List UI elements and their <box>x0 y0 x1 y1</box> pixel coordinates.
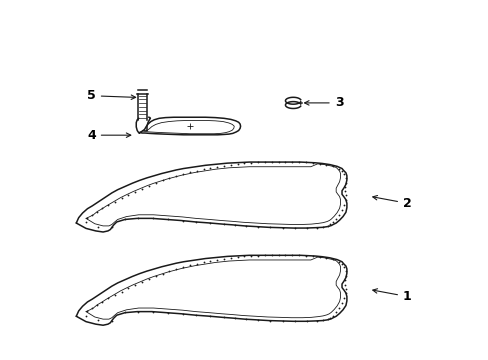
Text: 5: 5 <box>87 89 135 102</box>
Text: 1: 1 <box>372 289 411 303</box>
Text: 4: 4 <box>87 129 130 142</box>
Text: 3: 3 <box>304 96 343 109</box>
Text: 2: 2 <box>372 195 411 210</box>
